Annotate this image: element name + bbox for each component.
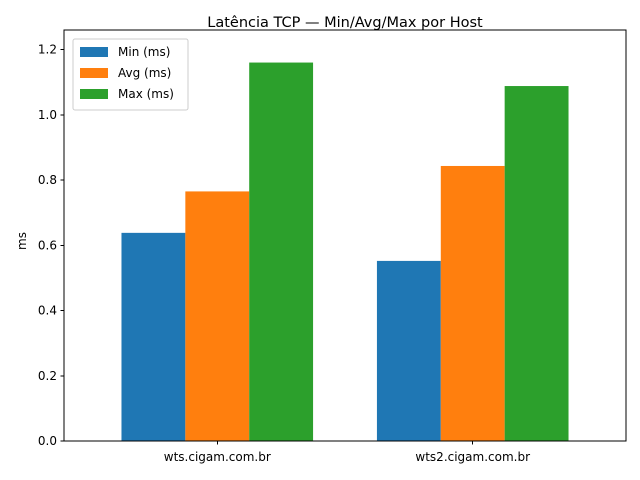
legend-label: Avg (ms)	[118, 66, 171, 80]
bars-group	[121, 62, 569, 442]
y-axis-label: ms	[15, 232, 29, 250]
legend-swatch	[80, 47, 108, 57]
y-ticks-group: 0.0 0.2 0.4 0.6 0.8 1.0 1.2	[38, 43, 64, 448]
y-tick-label: 1.2	[38, 43, 57, 57]
bar-3-2	[504, 86, 569, 441]
y-tick-label: 1.0	[38, 108, 57, 122]
x-ticks-group: wts.cigam.com.br wts2.cigam.com.br	[164, 441, 530, 464]
y-tick-label: 0.0	[38, 434, 57, 448]
legend-label: Min (ms)	[118, 45, 170, 59]
chart-title: Latência TCP — Min/Avg/Max por Host	[207, 15, 483, 31]
legend-label: Max (ms)	[118, 87, 174, 101]
legend-swatch	[80, 68, 108, 78]
bar-1-1	[121, 232, 186, 441]
bar-3-1	[249, 62, 314, 442]
x-tick-label: wts2.cigam.com.br	[415, 450, 530, 464]
bar-1-2	[376, 260, 441, 441]
y-tick-label: 0.2	[38, 369, 57, 383]
plot-frame	[63, 29, 627, 442]
x-tick-label: wts.cigam.com.br	[164, 450, 271, 464]
legend-swatch	[80, 89, 108, 99]
legend: Min (ms) Avg (ms) Max (ms)	[72, 38, 189, 111]
y-tick-label: 0.8	[38, 173, 57, 187]
bar-2-1	[185, 191, 250, 441]
y-tick-label: 0.4	[38, 304, 57, 318]
bar-2-2	[440, 165, 505, 441]
y-tick-label: 0.6	[38, 238, 57, 252]
